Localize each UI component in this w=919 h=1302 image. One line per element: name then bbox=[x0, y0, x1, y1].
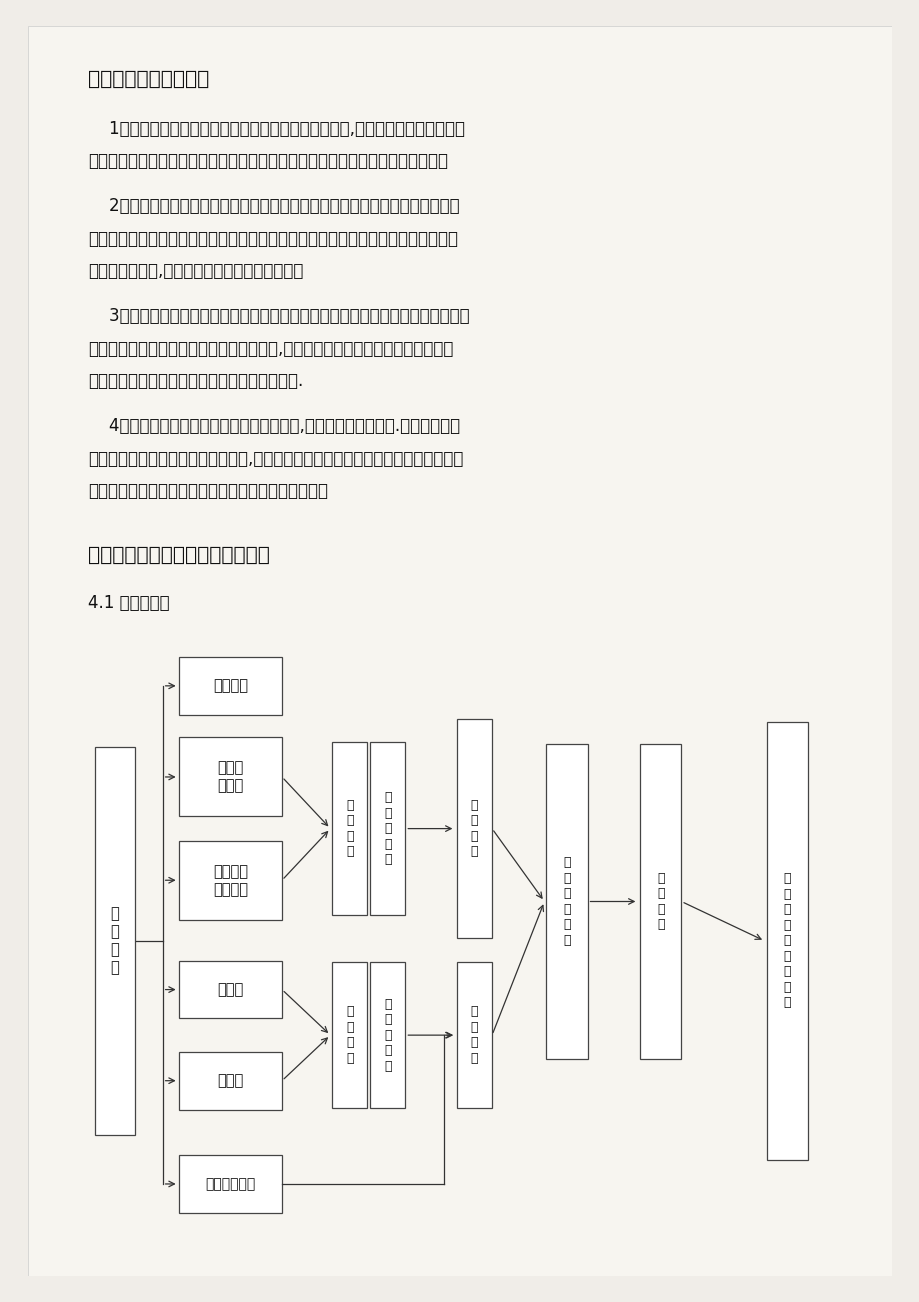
Text: 线
路
检
查
及
绝
缘
摇
测: 线 路 检 查 及 绝 缘 摇 测 bbox=[783, 872, 790, 1009]
FancyBboxPatch shape bbox=[457, 962, 492, 1108]
Text: 支
架
与
吊
架: 支 架 与 吊 架 bbox=[383, 997, 391, 1073]
Text: 三、施工工期保证措施: 三、施工工期保证措施 bbox=[88, 70, 210, 89]
Text: 弹
线
定
位: 弹 线 定 位 bbox=[110, 906, 119, 975]
Text: 取动态管理、责任承包，并对施工班组实行阶段工期和总工期奖罚制度，使施工组织: 取动态管理、责任承包，并对施工班组实行阶段工期和总工期奖罚制度，使施工组织 bbox=[88, 229, 458, 247]
Text: 2、在施工中以总工期为目标，以阶段控制为保证，运用企业内的有利条件，采: 2、在施工中以总工期为目标，以阶段控制为保证，运用企业内的有利条件，采 bbox=[88, 198, 460, 215]
Text: 科学化、合理化,确保阶段计划按期或提前完成。: 科学化、合理化,确保阶段计划按期或提前完成。 bbox=[88, 262, 303, 280]
FancyBboxPatch shape bbox=[178, 658, 282, 715]
FancyBboxPatch shape bbox=[95, 746, 135, 1135]
FancyBboxPatch shape bbox=[28, 26, 891, 1276]
Text: 焊
接
固
定: 焊 接 固 定 bbox=[346, 1005, 353, 1065]
Text: 支
架
与
吊
架: 支 架 与 吊 架 bbox=[383, 792, 391, 866]
FancyBboxPatch shape bbox=[332, 962, 367, 1108]
Text: 员及时准确地提出材料设备需用计划,根据总体进度安排提出材料、设备的进场时间。: 员及时准确地提出材料设备需用计划,根据总体进度安排提出材料、设备的进场时间。 bbox=[88, 449, 463, 467]
Text: 4.1 工艺流程：: 4.1 工艺流程： bbox=[88, 594, 170, 612]
Text: 预埋吊
杆吊架: 预埋吊 杆吊架 bbox=[217, 760, 244, 793]
Text: 旬、周施工作业计划，使施工生产上下协调,长短计划衔接。坚持日平衡，周调度，: 旬、周施工作业计划，使施工生产上下协调,长短计划衔接。坚持日平衡，周调度， bbox=[88, 340, 453, 358]
Text: 四、主要项目施工方法及技术措施: 四、主要项目施工方法及技术措施 bbox=[88, 546, 269, 565]
Text: 地面线槽安装: 地面线槽安装 bbox=[205, 1177, 255, 1191]
Text: 4、加强施工材料计划管理与采购管理力度,确保按计划进度实施.各专业技术人: 4、加强施工材料计划管理与采购管理力度,确保按计划进度实施.各专业技术人 bbox=[88, 417, 460, 435]
Text: 金属膨胀
螺栓安装: 金属膨胀 螺栓安装 bbox=[212, 863, 247, 897]
Text: 预埋铁: 预埋铁 bbox=[217, 982, 244, 997]
FancyBboxPatch shape bbox=[766, 723, 807, 1160]
FancyBboxPatch shape bbox=[546, 743, 587, 1060]
Text: 线
槽
安
装: 线 槽 安 装 bbox=[471, 799, 478, 858]
Text: 保
护
地
线
安
装: 保 护 地 线 安 装 bbox=[562, 857, 570, 947]
Text: 吊
装
线
槽: 吊 装 线 槽 bbox=[471, 1005, 478, 1065]
FancyBboxPatch shape bbox=[178, 737, 282, 816]
Text: 织、协调、控制、监督和指挥职能，同时选派出技术硬、能吃苦耐劳的施工队伍。: 织、协调、控制、监督和指挥职能，同时选派出技术硬、能吃苦耐劳的施工队伍。 bbox=[88, 152, 448, 171]
FancyBboxPatch shape bbox=[178, 961, 282, 1018]
FancyBboxPatch shape bbox=[178, 841, 282, 919]
Text: 并经常与材料采购部门保持联系，确保材料按时提供。: 并经常与材料采购部门保持联系，确保材料按时提供。 bbox=[88, 482, 328, 500]
Text: 确保月计划的实施，从而保证工程总工期的实现.: 确保月计划的实施，从而保证工程总工期的实现. bbox=[88, 372, 303, 391]
Text: 钢结构: 钢结构 bbox=[217, 1073, 244, 1088]
Text: 槽
内
配
线: 槽 内 配 线 bbox=[656, 872, 664, 931]
FancyBboxPatch shape bbox=[370, 742, 405, 915]
Text: 预留孔洞: 预留孔洞 bbox=[212, 678, 247, 694]
FancyBboxPatch shape bbox=[457, 719, 492, 937]
FancyBboxPatch shape bbox=[640, 743, 681, 1060]
FancyBboxPatch shape bbox=[178, 1052, 282, 1109]
FancyBboxPatch shape bbox=[370, 962, 405, 1108]
Text: 螺
栓
固
定: 螺 栓 固 定 bbox=[346, 799, 353, 858]
FancyBboxPatch shape bbox=[178, 1155, 282, 1213]
FancyBboxPatch shape bbox=[332, 742, 367, 915]
Text: 3、推行全面计划管理，认真编制切实可行的工程总进度，网络计划和相应的月、: 3、推行全面计划管理，认真编制切实可行的工程总进度，网络计划和相应的月、 bbox=[88, 307, 470, 326]
Text: 1、选调精干的工程技术管理人员组成工程项目经理部,对工程施工实行计划、组: 1、选调精干的工程技术管理人员组成工程项目经理部,对工程施工实行计划、组 bbox=[88, 120, 465, 138]
